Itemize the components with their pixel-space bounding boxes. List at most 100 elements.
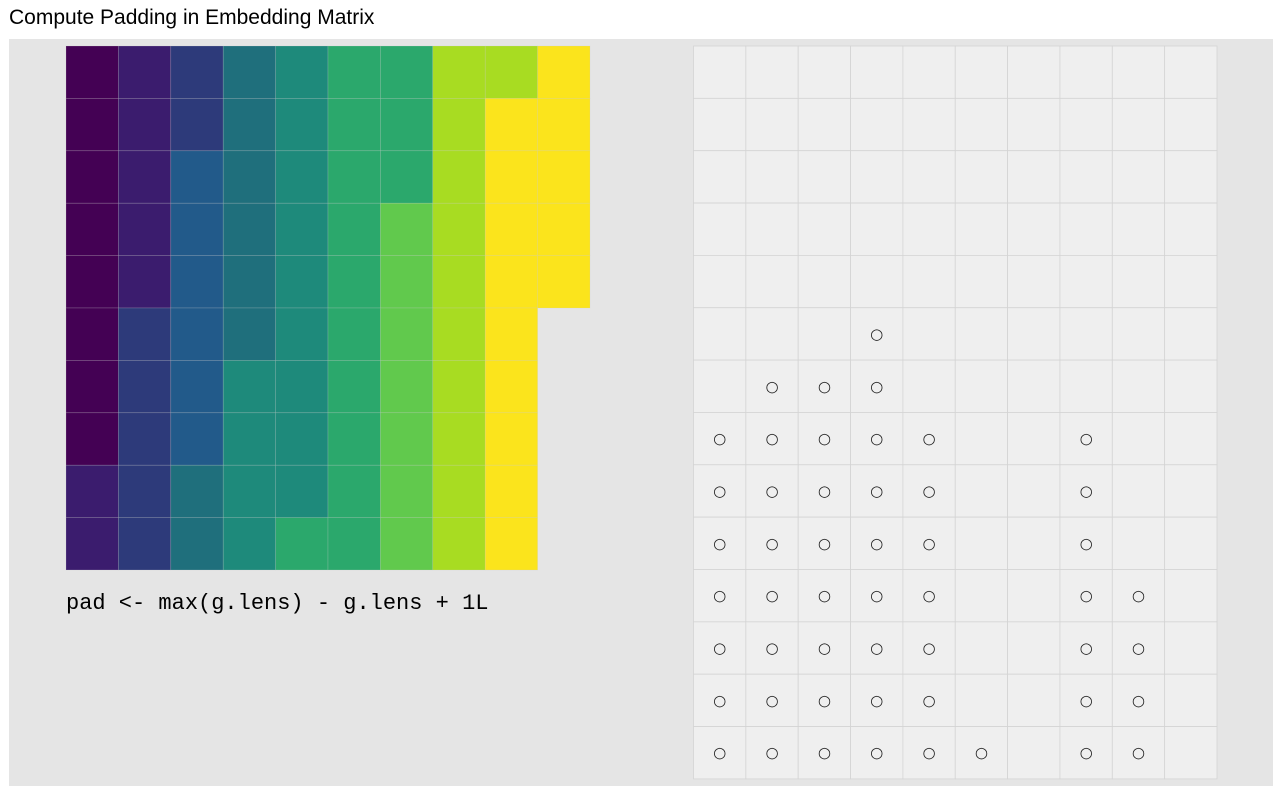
heatmap-cell — [327, 307, 381, 361]
heatmap-cell — [275, 45, 329, 99]
padding-grid-cell — [850, 464, 904, 518]
heatmap-cell — [432, 150, 486, 204]
padding-grid: ○ ○ ○ ○ ○ ○ ○ ○ ○ ○ ○ ○ ○ ○ ○ ○ ○ ○ ○ ○ ○ ○ ○ ○ ○ ○ ○ ○ ○ ○ ○ ○ ○ ○ ○ ○ ○ ○ ○ ○… — [693, 45, 1218, 780]
heatmap-cell — [170, 412, 224, 466]
heatmap-cell — [118, 360, 172, 414]
padding-grid-cell — [1007, 307, 1061, 361]
padding-grid-cell — [1059, 464, 1113, 518]
padding-grid-cell — [1164, 45, 1218, 99]
code-label: pad <- max(g.lens) - g.lens + 1L — [66, 591, 489, 616]
padding-marker: ○ — [713, 587, 726, 605]
padding-marker: ○ — [818, 639, 831, 657]
padding-marker: ○ — [818, 482, 831, 500]
heatmap-cell — [170, 45, 224, 99]
heatmap-cell — [65, 412, 119, 466]
padding-marker: ○ — [923, 587, 936, 605]
padding-grid-cell — [902, 569, 956, 623]
padding-grid-cell — [850, 97, 904, 152]
heatmap-cell — [380, 360, 434, 414]
padding-grid-cell — [745, 202, 799, 256]
padding-marker: ○ — [923, 482, 936, 500]
padding-grid-cell — [745, 307, 799, 361]
padding-grid-cell — [1059, 202, 1113, 256]
heatmap-cell — [222, 150, 276, 204]
padding-grid-cell — [954, 569, 1008, 623]
heatmap-cell — [432, 255, 486, 309]
heatmap-cell — [484, 255, 538, 309]
padding-grid-cell — [693, 359, 747, 413]
padding-grid-cell — [954, 254, 1008, 309]
padding-grid-cell — [1164, 516, 1218, 570]
padding-marker: ○ — [1080, 691, 1093, 709]
padding-marker: ○ — [923, 744, 936, 762]
padding-grid-cell — [693, 150, 747, 204]
padding-grid-cell — [693, 726, 747, 780]
padding-grid-cell — [797, 569, 851, 623]
padding-marker: ○ — [1080, 482, 1093, 500]
padding-grid-cell — [850, 307, 904, 361]
padding-grid-cell — [745, 569, 799, 623]
padding-grid-cell — [1164, 307, 1218, 361]
heatmap-cell — [484, 150, 538, 204]
padding-marker: ○ — [765, 744, 778, 762]
heatmap-cell — [484, 360, 538, 414]
heatmap-cell — [275, 412, 329, 466]
heatmap-cell — [118, 517, 172, 571]
heatmap-cell — [327, 517, 381, 571]
padding-grid-cell — [1007, 569, 1061, 623]
padding-grid-cell — [693, 673, 747, 727]
padding-grid-cell — [1111, 254, 1166, 309]
padding-grid-cell — [1111, 45, 1166, 99]
padding-grid-cell — [1164, 569, 1218, 623]
padding-marker: ○ — [713, 430, 726, 448]
padding-grid-cell — [1111, 464, 1166, 518]
heatmap-cell — [380, 150, 434, 204]
heatmap-cell — [327, 98, 381, 152]
heatmap-cell — [537, 150, 591, 204]
padding-marker: ○ — [870, 639, 883, 657]
padding-marker: ○ — [1080, 534, 1093, 552]
heatmap-cell — [380, 307, 434, 361]
heatmap-cell — [170, 517, 224, 571]
heatmap-cell — [222, 412, 276, 466]
padding-grid-cell — [850, 202, 904, 256]
heatmap-cell — [275, 517, 329, 571]
padding-grid-cell — [954, 516, 1008, 570]
padding-grid-cell — [902, 202, 956, 256]
padding-marker: ○ — [713, 534, 726, 552]
heatmap-cell — [118, 45, 172, 99]
padding-grid-cell — [1059, 254, 1113, 309]
padding-grid-cell — [1111, 202, 1166, 256]
heatmap-cell — [222, 45, 276, 99]
heatmap-cell — [380, 464, 434, 518]
heatmap-cell — [327, 360, 381, 414]
padding-grid-cell — [1007, 150, 1061, 204]
padding-grid-cell — [1111, 412, 1166, 466]
padding-grid-cell — [850, 621, 904, 675]
heatmap-cell — [432, 202, 486, 256]
heatmap-cell — [222, 360, 276, 414]
padding-marker: ○ — [713, 744, 726, 762]
padding-grid-cell — [1007, 202, 1061, 256]
padding-grid-cell — [850, 412, 904, 466]
padding-marker: ○ — [870, 482, 883, 500]
padding-grid-cell — [693, 97, 747, 152]
padding-grid-cell — [1111, 621, 1166, 675]
padding-marker: ○ — [870, 377, 883, 395]
padding-grid-cell — [1059, 569, 1113, 623]
heatmap-cell — [327, 150, 381, 204]
padding-grid-cell — [797, 412, 851, 466]
heatmap-cell — [380, 412, 434, 466]
padding-grid-cell — [1164, 150, 1218, 204]
padding-marker: ○ — [818, 691, 831, 709]
padding-grid-cell — [745, 726, 799, 780]
heatmap-cell — [275, 202, 329, 256]
padding-grid-cell — [745, 621, 799, 675]
padding-grid-cell — [1059, 412, 1113, 466]
padding-grid-cell — [1164, 621, 1218, 675]
padding-grid-cell — [902, 307, 956, 361]
padding-marker: ○ — [765, 534, 778, 552]
heatmap-cell — [275, 150, 329, 204]
padding-grid-cell — [1007, 412, 1061, 466]
